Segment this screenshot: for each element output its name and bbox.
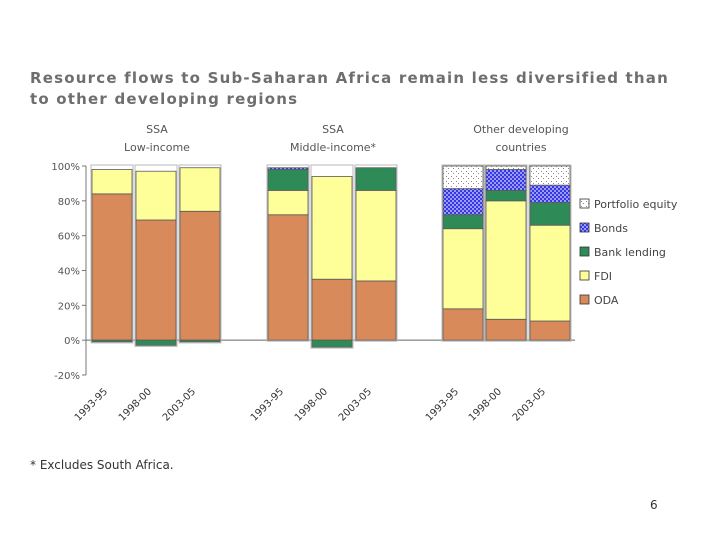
bar-segment-fdi	[311, 176, 353, 280]
bar-segment-fdi	[135, 170, 177, 221]
bar-segment-oda	[529, 320, 571, 341]
x-tick-label: 1998-00	[293, 386, 330, 423]
legend-swatch-fdi	[579, 270, 590, 281]
legend-swatch-oda	[579, 294, 590, 305]
y-tick-label: 0%	[64, 336, 80, 347]
page-number: 6	[650, 498, 658, 512]
bar-segment-portfolio-equity	[442, 165, 484, 190]
y-tick-label: 60%	[58, 232, 80, 243]
group-label-line1: Other developing	[473, 123, 569, 136]
bar-segment-oda	[442, 308, 484, 341]
legend-label-bonds: Bonds	[594, 222, 628, 235]
legend-label-oda: ODA	[594, 294, 619, 307]
bar-segment-oda	[485, 318, 527, 341]
bar-frame	[134, 164, 178, 347]
x-tick-label: 2003-05	[337, 386, 374, 423]
bar-segment-oda	[355, 280, 397, 341]
bar-segment-fdi	[267, 189, 309, 216]
bar-segment-fdi	[179, 167, 221, 212]
y-tick-label: -20%	[54, 371, 80, 382]
bar-segment-oda	[179, 210, 221, 341]
bar-segment-fdi	[485, 200, 527, 320]
bar-segment-portfolio-equity	[485, 165, 527, 170]
bar-frame	[354, 164, 398, 342]
x-tick-label: 1993-95	[249, 386, 286, 423]
bar-segment-fdi	[442, 228, 484, 310]
bar-segment-bank-lending	[442, 214, 484, 230]
chart-title: Resource flows to Sub-Saharan Africa rem…	[30, 69, 670, 108]
y-tick-label: 100%	[51, 162, 80, 173]
bars	[90, 164, 572, 349]
legend-label-bank-lending: Bank lending	[594, 246, 666, 259]
bar-frame	[528, 164, 572, 342]
legend: Portfolio equity Bonds Bank lending FDI ODA	[579, 198, 678, 307]
x-tick-label: 1998-00	[467, 386, 504, 423]
bar-frame	[484, 164, 528, 342]
legend-swatch-bank-lending	[579, 246, 590, 257]
bar-frame	[90, 164, 134, 344]
bar-segment-bank-lending	[267, 169, 309, 191]
bar-segment-fdi	[91, 169, 133, 195]
x-tick-label: 2003-05	[511, 386, 548, 423]
legend-swatch-bonds	[579, 222, 590, 233]
bar-frame	[178, 164, 222, 344]
x-tick-label: 2003-05	[161, 386, 198, 423]
legend-label-fdi: FDI	[594, 270, 612, 283]
bar-segment-bank-lending	[135, 339, 177, 346]
x-tick-labels: 1993-95 1998-00 2003-05 1993-95 1998-00 2003-…	[73, 386, 548, 423]
bar-segment-fdi	[529, 224, 571, 322]
bar-segment-bonds	[442, 188, 484, 216]
x-tick-label: 1998-00	[117, 386, 154, 423]
bar-segment-oda	[267, 214, 309, 341]
bar-segment-oda	[91, 193, 133, 341]
bar-segment-bank-lending	[529, 202, 571, 226]
group-label-line1: SSA	[322, 123, 344, 136]
group-label-line1: SSA	[146, 123, 168, 136]
bar-segment-fdi	[355, 189, 397, 282]
bar-segment-oda	[311, 278, 353, 341]
x-tick-label: 1993-95	[424, 386, 461, 423]
group-label-line2: Middle-income*	[290, 141, 377, 154]
bar-segment-bonds	[529, 184, 571, 203]
bar-segment-bank-lending	[485, 189, 527, 202]
bar-segment-oda	[135, 219, 177, 341]
bar-frame	[441, 164, 485, 342]
bar-segment-portfolio-equity	[529, 165, 571, 186]
y-tick-label: 80%	[58, 197, 80, 208]
legend-label-portfolio-equity: Portfolio equity	[594, 198, 678, 211]
group-labels: SSA Low-income SSA Middle-income* Other deve…	[124, 123, 569, 154]
bar-segment-bank-lending	[311, 339, 353, 348]
bar-frame	[266, 164, 310, 342]
footnote: * Excludes South Africa.	[30, 458, 174, 472]
x-tick-label: 1993-95	[73, 386, 110, 423]
legend-swatch-portfolio-equity	[579, 198, 590, 209]
group-label-line2: Low-income	[124, 141, 190, 154]
y-tick-label: 40%	[58, 267, 80, 278]
bar-segment-bonds	[485, 169, 527, 191]
bar-segment-bonds	[267, 167, 309, 170]
bar-segment-bank-lending	[179, 339, 221, 343]
bar-frame	[310, 164, 354, 349]
y-tick-label: 20%	[58, 301, 80, 312]
bar-segment-bank-lending	[355, 167, 397, 191]
bar-segment-bank-lending	[91, 339, 133, 343]
group-label-line2: countries	[495, 141, 546, 154]
